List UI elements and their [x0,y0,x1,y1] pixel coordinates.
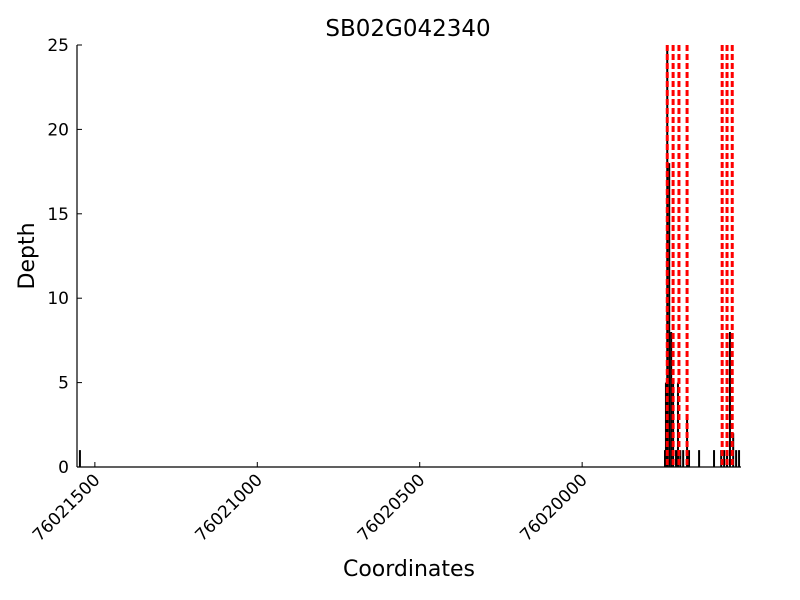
y-tick-label: 0 [58,458,69,478]
x-tick-label: 76020500 [354,470,429,545]
y-axis-label: Depth [15,222,40,289]
y-tick-label: 5 [58,374,69,394]
y-tick-label: 20 [47,120,69,140]
x-tick-label: 76020000 [516,470,591,545]
x-tick-label: 76021500 [29,470,104,545]
x-axis-label: Coordinates [343,557,475,582]
chart-title: SB02G042340 [325,16,490,42]
x-tick-label: 76021000 [192,470,267,545]
y-tick-label: 25 [47,36,69,56]
y-tick-label: 15 [47,205,69,225]
y-tick-label: 10 [47,289,69,309]
